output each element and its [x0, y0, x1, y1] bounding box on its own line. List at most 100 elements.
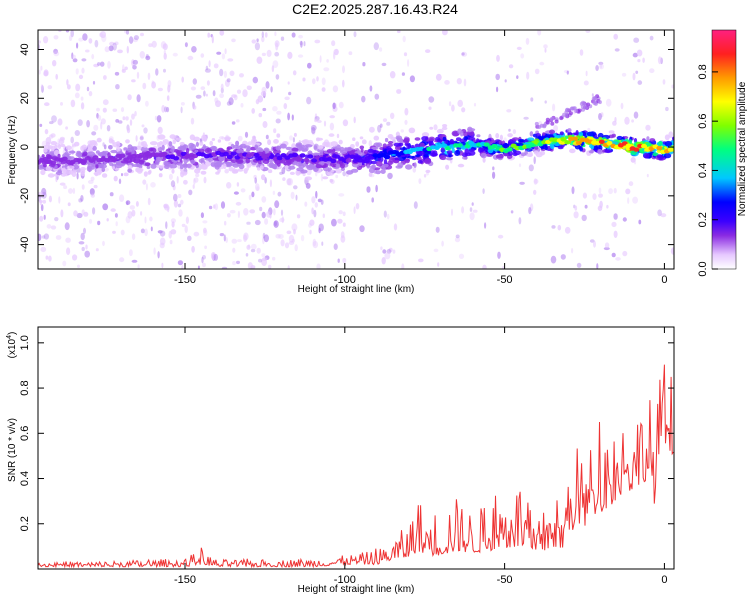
heatmap-cell	[530, 97, 534, 102]
heatmap-cell	[203, 90, 206, 97]
heatmap-cell	[336, 133, 340, 139]
heatmap-cell	[286, 230, 292, 235]
heatmap-cell	[468, 148, 475, 152]
heatmap-cell	[649, 35, 654, 41]
heatmap-cell	[549, 116, 554, 121]
heatmap-cell	[348, 51, 353, 56]
heatmap-cell	[274, 200, 280, 209]
heatmap-cell	[508, 128, 511, 132]
heatmap-cell	[311, 207, 314, 215]
heatmap-cell	[560, 254, 566, 260]
heatmap-cell	[309, 165, 318, 170]
heatmap-cell	[330, 169, 334, 173]
heatmap-cell	[219, 30, 225, 36]
heatmap-cell	[314, 118, 318, 123]
heatmap-cell	[433, 248, 439, 253]
heatmap-cell	[591, 93, 594, 97]
heatmap-cell	[229, 209, 236, 214]
heatmap-cell	[552, 103, 556, 112]
heatmap-cell	[236, 89, 242, 94]
heatmap-cell	[228, 166, 234, 172]
heatmap-cell	[590, 145, 595, 150]
heatmap-cell	[132, 65, 137, 70]
heatmap-cell	[224, 220, 227, 226]
heatmap-cell	[533, 150, 539, 155]
heatmap-cell	[91, 131, 97, 136]
heatmap-cell	[304, 144, 313, 148]
heatmap-cell	[88, 218, 93, 224]
heatmap-cell	[476, 134, 481, 138]
heatmap-cell	[583, 80, 589, 86]
heatmap-cell	[575, 130, 579, 136]
heatmap-cell	[54, 217, 59, 222]
heatmap-cell	[57, 143, 62, 150]
heatmap-cell	[57, 169, 62, 173]
heatmap-cell	[164, 164, 170, 170]
heatmap-cell	[338, 193, 345, 197]
heatmap-cell	[523, 116, 529, 120]
heatmap-cell	[429, 126, 434, 130]
heatmap-cell	[171, 168, 175, 174]
heatmap-cell	[256, 166, 261, 171]
heatmap-cell	[230, 151, 237, 156]
heatmap-cell	[542, 132, 546, 136]
heatmap-cell	[571, 247, 574, 254]
heatmap-cell	[286, 178, 292, 186]
heatmap-cell	[600, 62, 603, 69]
heatmap-cell	[469, 212, 475, 221]
heatmap-cell	[89, 188, 95, 196]
heatmap-cell	[432, 150, 438, 157]
heatmap-cell	[45, 255, 49, 260]
heatmap-cell	[272, 256, 276, 261]
heatmap-cell	[313, 143, 320, 151]
heatmap-cell	[111, 139, 115, 144]
heatmap-cell	[423, 174, 427, 178]
heatmap-cell	[300, 169, 308, 174]
heatmap-cell	[173, 193, 178, 202]
heatmap-cell	[40, 169, 46, 176]
heatmap-cell	[250, 248, 256, 253]
heatmap-cell	[329, 122, 335, 131]
heatmap-cell	[100, 118, 106, 125]
heatmap-cell	[322, 213, 325, 219]
heatmap-cell	[353, 31, 357, 38]
heatmap-cell	[136, 71, 140, 79]
heatmap-cell	[178, 209, 183, 217]
heatmap-cell	[339, 149, 348, 154]
heatmap-cell	[191, 46, 197, 53]
heatmap-cell	[578, 131, 584, 137]
heatmap-cell	[161, 262, 164, 269]
heatmap-cell	[664, 134, 670, 141]
heatmap-cell	[406, 143, 411, 150]
heatmap-cell	[417, 160, 423, 164]
heatmap-cell	[272, 106, 278, 112]
heatmap-cell	[608, 130, 615, 134]
heatmap-cell	[291, 147, 299, 152]
heatmap-cell	[131, 79, 136, 83]
heatmap-cell	[355, 141, 360, 147]
heatmap-cell	[173, 156, 180, 161]
heatmap-cell	[194, 168, 201, 174]
heatmap-cell	[412, 166, 417, 173]
heatmap-cell	[116, 146, 121, 153]
heatmap-cell	[496, 154, 504, 159]
heatmap-cell	[449, 138, 455, 145]
heatmap-cell	[166, 95, 170, 101]
heatmap-cell	[236, 182, 240, 187]
heatmap-cell	[598, 113, 602, 121]
heatmap-cell	[192, 78, 197, 85]
heatmap-cell	[127, 144, 133, 150]
heatmap-cell	[266, 211, 271, 218]
heatmap-cell	[188, 189, 193, 196]
heatmap-cell	[246, 85, 252, 91]
heatmap-cell	[388, 156, 395, 163]
heatmap-cell	[369, 85, 373, 92]
heatmap-cell	[86, 120, 90, 128]
heatmap-cell	[630, 150, 637, 155]
heatmap-cell	[444, 80, 450, 85]
heatmap-cell	[289, 135, 293, 141]
heatmap-cell	[212, 90, 216, 97]
heatmap-cell	[201, 256, 204, 264]
heatmap-cell	[231, 38, 236, 43]
heatmap-cell	[39, 215, 44, 222]
